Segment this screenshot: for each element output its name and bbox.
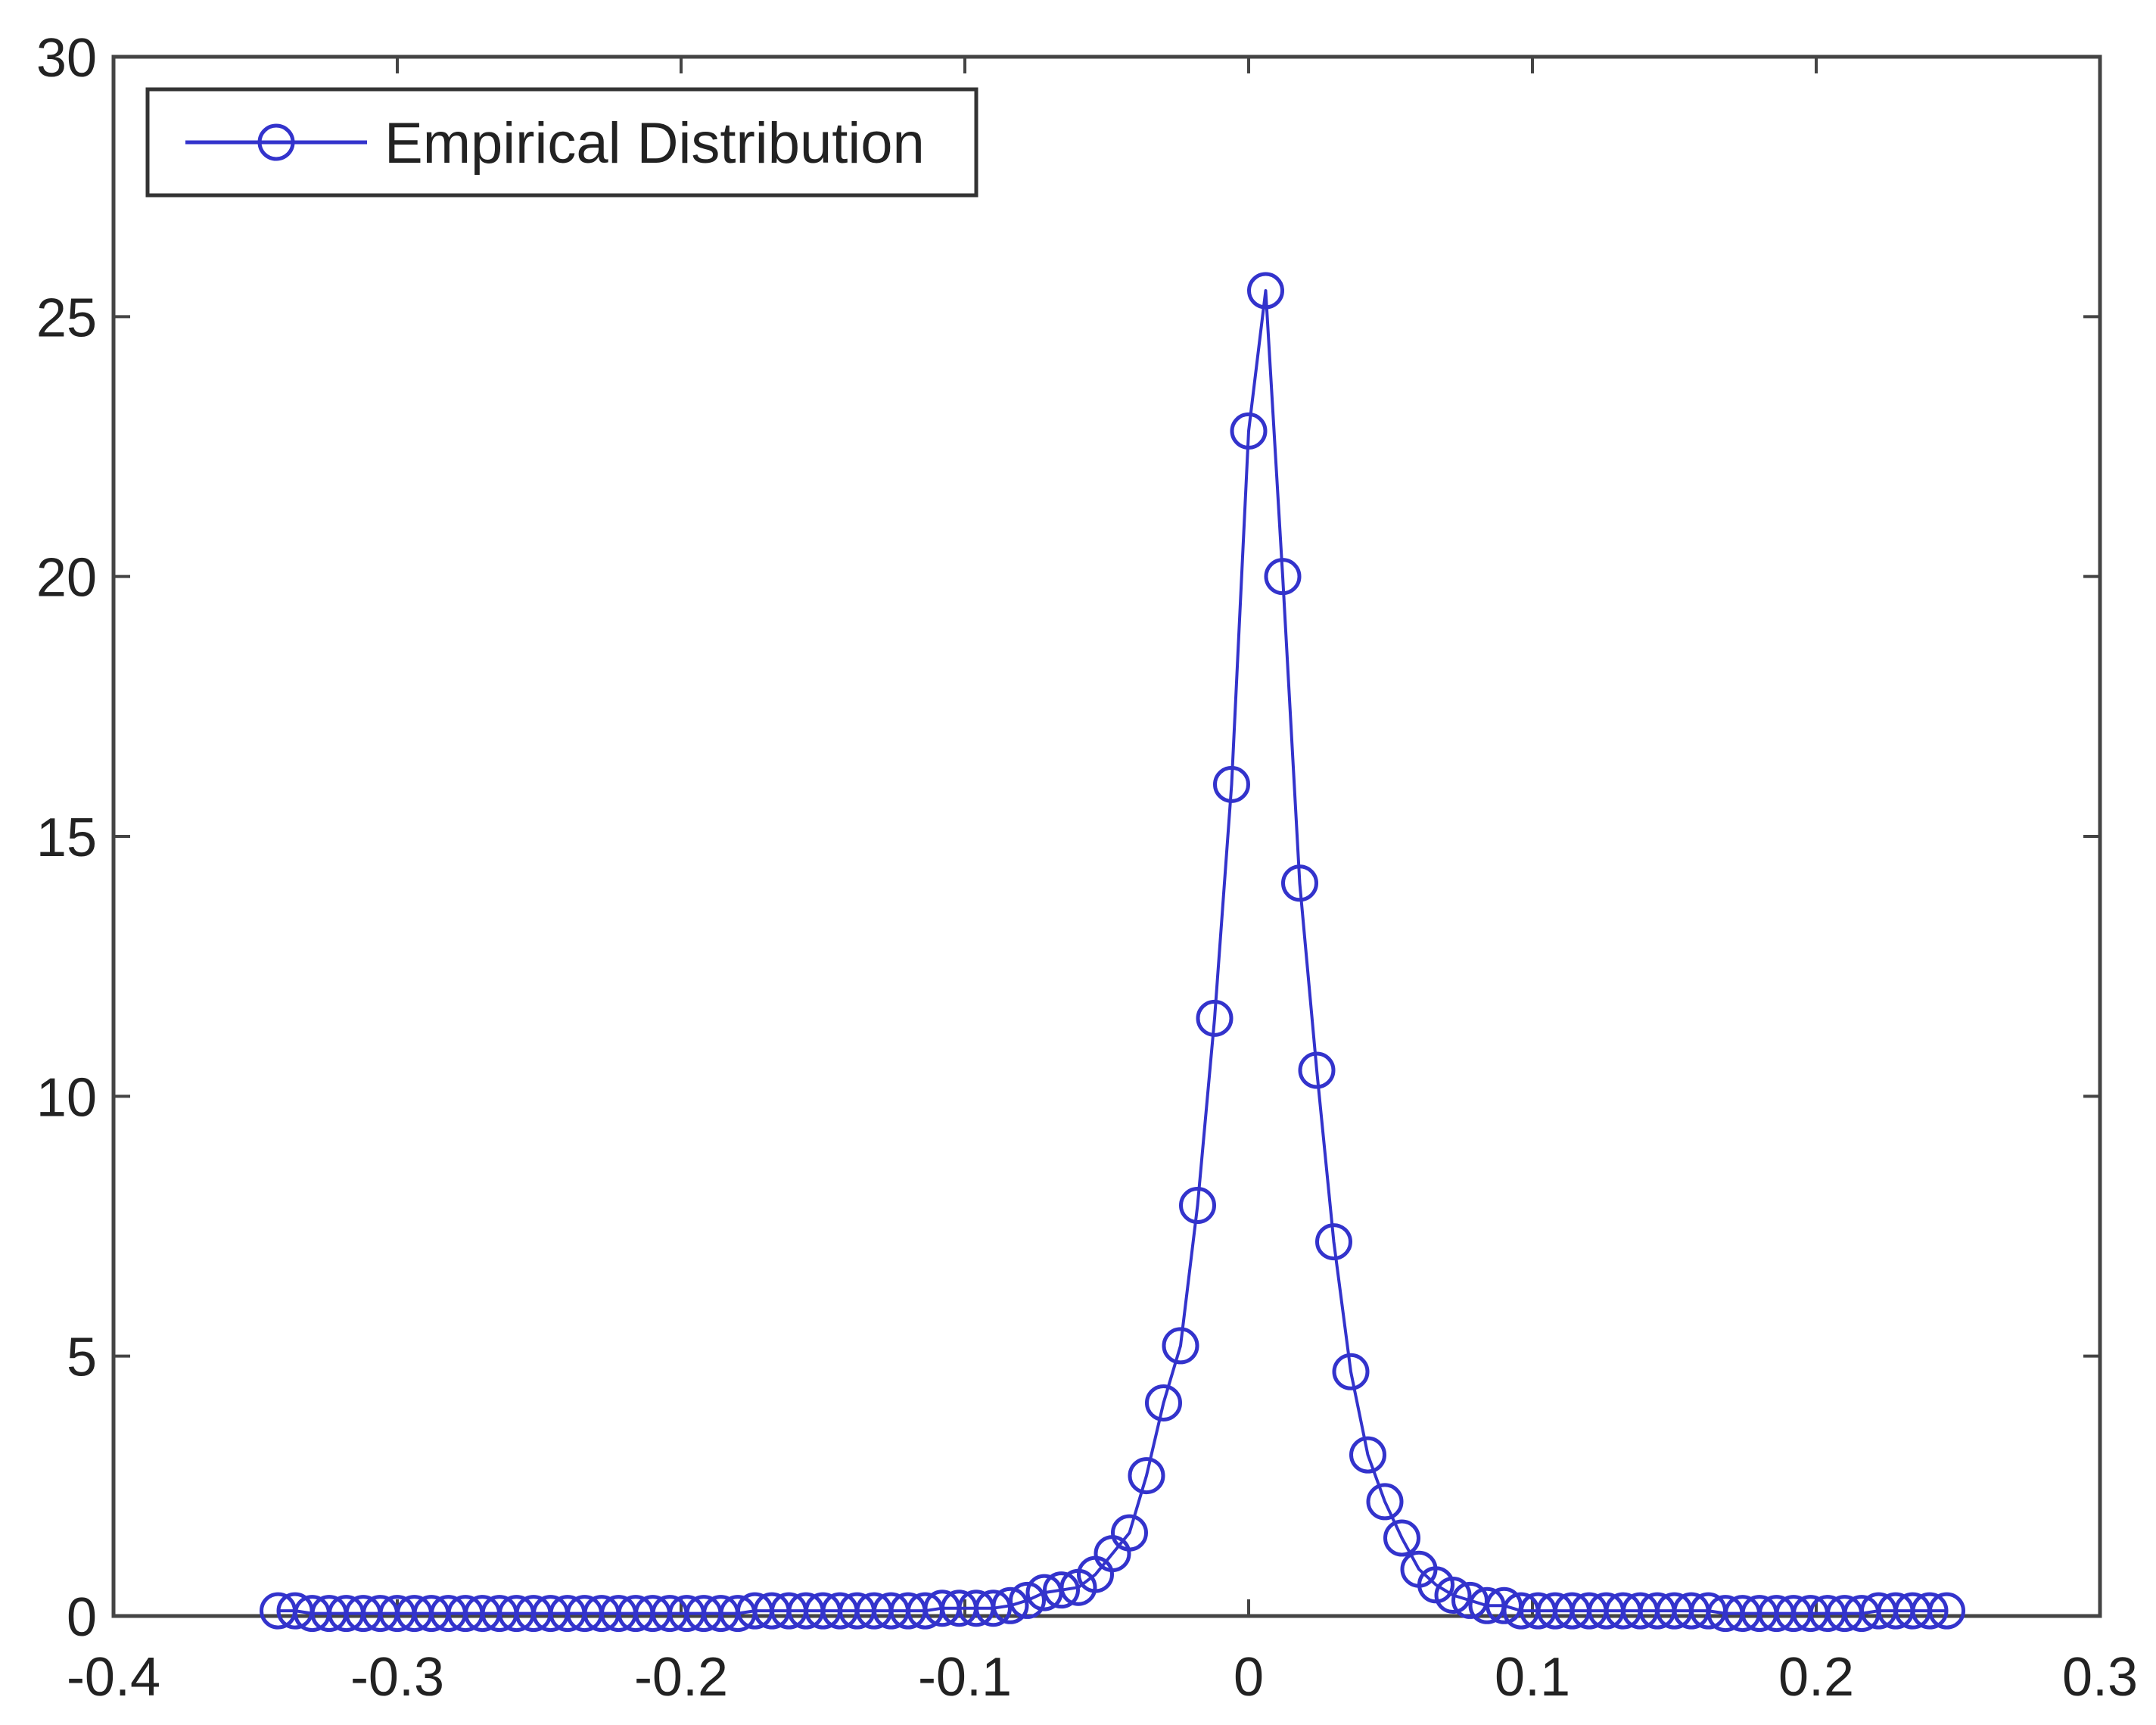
data-point bbox=[1213, 765, 1250, 803]
data-point bbox=[1247, 272, 1284, 310]
data-point bbox=[1349, 1436, 1386, 1474]
x-tick-label: 0.2 bbox=[1778, 1647, 1854, 1708]
y-tick-labels: 0 5 10 15 20 25 30 bbox=[36, 28, 97, 1648]
data-point bbox=[1332, 1353, 1370, 1390]
data-point bbox=[1128, 1457, 1165, 1495]
data-point bbox=[1162, 1327, 1199, 1365]
y-tick-label: 5 bbox=[67, 1328, 97, 1388]
x-tick-label: 0.3 bbox=[2062, 1647, 2138, 1708]
y-tick-label: 20 bbox=[36, 548, 97, 609]
data-point bbox=[1145, 1384, 1182, 1421]
data-point bbox=[1009, 1581, 1046, 1619]
data-point bbox=[1434, 1577, 1472, 1614]
data-point bbox=[1043, 1571, 1080, 1609]
data-point bbox=[1298, 1051, 1336, 1089]
legend-marker-sample bbox=[257, 123, 295, 161]
series-line bbox=[278, 289, 1947, 1615]
axis-ticks bbox=[112, 55, 2102, 1618]
x-tick-label: -0.2 bbox=[634, 1647, 728, 1708]
x-tick-label: 0.1 bbox=[1495, 1647, 1570, 1708]
x-tick-labels: -0.4 -0.3 -0.2 -0.1 0 0.1 0.2 0.3 bbox=[67, 1647, 2138, 1708]
y-tick-label: 30 bbox=[36, 28, 97, 89]
data-point bbox=[1281, 864, 1318, 902]
plot-area bbox=[111, 54, 2102, 1618]
data-point bbox=[991, 1586, 1029, 1624]
x-tick-label: -0.4 bbox=[67, 1647, 160, 1708]
y-tick-label: 25 bbox=[36, 288, 97, 348]
data-point bbox=[1928, 1592, 1965, 1630]
legend-label: Empirical Distribution bbox=[384, 111, 925, 176]
data-point bbox=[1179, 1187, 1216, 1225]
x-tick-label: -0.3 bbox=[350, 1647, 444, 1708]
x-tick-label: -0.1 bbox=[918, 1647, 1012, 1708]
y-tick-label: 15 bbox=[36, 808, 97, 868]
x-tick-label: 0 bbox=[1234, 1647, 1264, 1708]
legend: Empirical Distribution bbox=[145, 87, 978, 198]
data-point bbox=[1264, 558, 1302, 596]
series-layer bbox=[260, 272, 1965, 1633]
data-point bbox=[1315, 1223, 1352, 1261]
data-point bbox=[1111, 1514, 1148, 1552]
y-tick-label: 0 bbox=[67, 1587, 97, 1648]
data-point bbox=[975, 1590, 1012, 1627]
data-point bbox=[1230, 412, 1268, 450]
y-tick-label: 10 bbox=[36, 1067, 97, 1128]
data-point bbox=[1366, 1483, 1404, 1521]
data-point bbox=[1196, 999, 1234, 1037]
data-point bbox=[1383, 1519, 1420, 1557]
data-point bbox=[1911, 1592, 1949, 1630]
